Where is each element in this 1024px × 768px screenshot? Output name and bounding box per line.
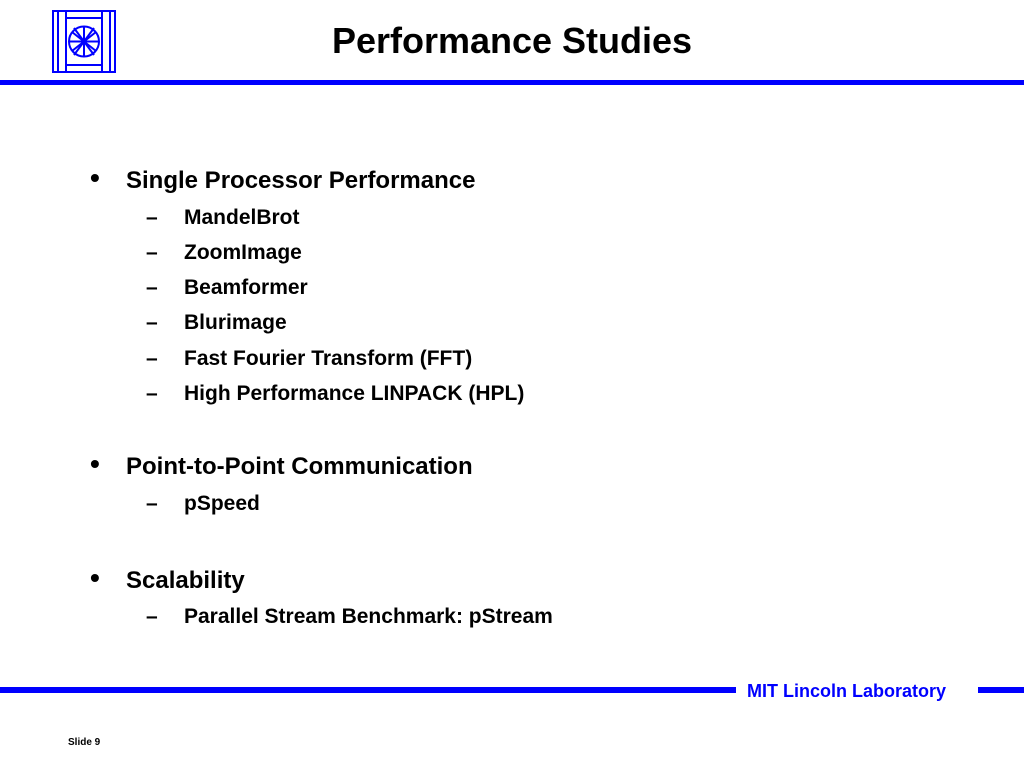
dash-icon: – <box>146 605 158 628</box>
slide-number: Slide 9 <box>68 737 101 748</box>
sub-item-text: Beamformer <box>184 276 308 299</box>
footer-divider-left <box>0 687 736 693</box>
dash-icon: – <box>146 311 158 334</box>
bullet-icon: • <box>90 448 100 479</box>
dash-icon: – <box>146 347 158 370</box>
dash-icon: – <box>146 492 158 515</box>
footer-lab-name: MIT Lincoln Laboratory <box>747 681 947 701</box>
bullet-text: Single Processor Performance <box>126 167 476 194</box>
sub-item-text: Parallel Stream Benchmark: pStream <box>184 605 553 628</box>
slide-title: Performance Studies <box>331 20 693 61</box>
sub-item-text: pSpeed <box>184 492 260 515</box>
dash-icon: – <box>146 241 158 264</box>
dash-icon: – <box>146 276 158 299</box>
mit-ll-logo-icon <box>52 10 116 73</box>
sub-item-text: Fast Fourier Transform (FFT) <box>184 347 473 370</box>
bullet-icon: • <box>90 562 100 593</box>
footer-divider-right <box>978 687 1024 693</box>
sub-item-text: ZoomImage <box>184 241 302 264</box>
bullet-text: Scalability <box>126 567 245 594</box>
bullet-text: Point-to-Point Communication <box>126 453 473 480</box>
bullet-icon: • <box>90 162 100 193</box>
sub-item-text: High Performance LINPACK (HPL) <box>184 382 525 405</box>
sub-item-text: MandelBrot <box>184 206 300 229</box>
sub-item-text: Blurimage <box>184 311 287 334</box>
dash-icon: – <box>146 382 158 405</box>
title-divider <box>0 80 1024 85</box>
dash-icon: – <box>146 206 158 229</box>
